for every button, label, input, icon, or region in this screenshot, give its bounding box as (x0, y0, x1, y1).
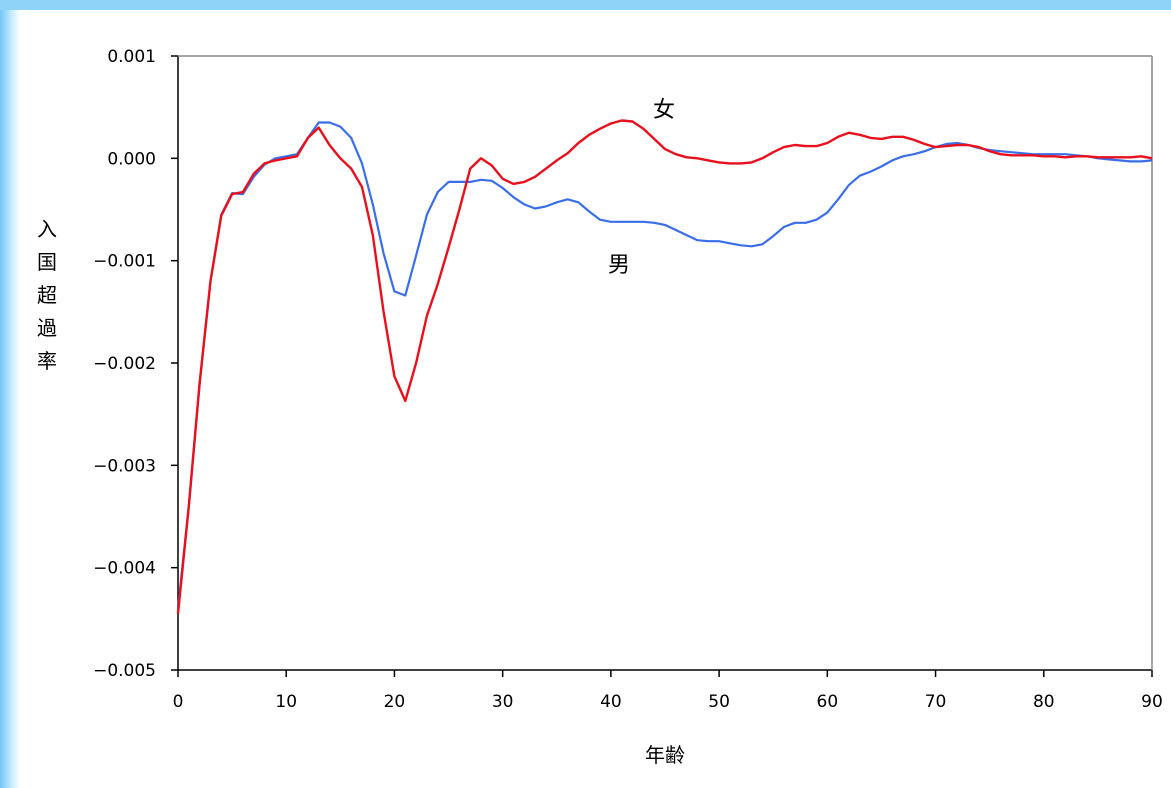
y-axis-title-char: 入 (37, 217, 57, 241)
x-axis: 0 10 20 30 40 50 60 70 80 90 (173, 669, 1163, 712)
y-axis-title-char: 国 (37, 250, 57, 274)
series-label-female: 女 (653, 98, 675, 123)
y-tick-group: 0.001 0.000 −0.001 −0.002 −0.003 −0.004 −0.005 (93, 47, 178, 681)
x-axis-title: 年齢 (645, 743, 685, 767)
y-axis-title-char: 率 (37, 349, 57, 373)
y-tick-label: −0.003 (93, 456, 156, 476)
x-tick-label: 60 (817, 692, 839, 712)
y-tick-label: −0.001 (93, 252, 156, 272)
y-axis-title-char: 超 (37, 283, 57, 307)
series-line-female (176, 119, 1153, 614)
x-tick-label: 30 (492, 692, 514, 712)
x-tick-group: 0 10 20 30 40 50 60 70 80 90 (173, 670, 1163, 712)
y-tick-label: −0.005 (93, 661, 156, 681)
x-tick-label: 50 (708, 692, 730, 712)
y-tick-label: 0.000 (107, 149, 156, 169)
x-tick-label: 90 (1141, 692, 1163, 712)
x-tick-label: 40 (600, 692, 622, 712)
x-tick-label: 80 (1033, 692, 1055, 712)
y-tick-label: 0.001 (107, 47, 156, 67)
series-line-male (176, 121, 1153, 609)
series-label-male: 男 (608, 253, 630, 278)
series-group (176, 119, 1153, 614)
y-tick-label: −0.004 (93, 559, 156, 579)
y-tick-label: −0.002 (93, 354, 156, 374)
x-tick-label: 0 (173, 692, 184, 712)
x-tick-label: 70 (925, 692, 947, 712)
x-tick-label: 10 (275, 692, 297, 712)
y-axis-title-char: 過 (37, 316, 57, 340)
x-tick-label: 20 (384, 692, 406, 712)
line-chart: 0.001 0.000 −0.001 −0.002 −0.003 −0.004 −0.005… (37, 47, 1163, 767)
y-axis: 0.001 0.000 −0.001 −0.002 −0.003 −0.004 −0.005 (93, 47, 179, 681)
